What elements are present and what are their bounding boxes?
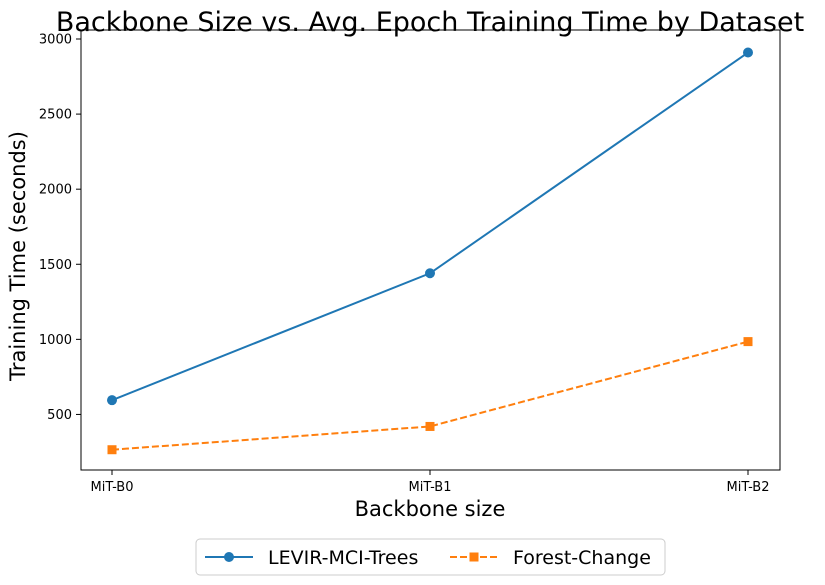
- y-tick-label: 500: [47, 408, 72, 423]
- chart-title: Backbone Size vs. Avg. Epoch Training Ti…: [56, 7, 804, 38]
- y-tick-label: 2500: [39, 108, 72, 123]
- legend-marker: [224, 552, 234, 562]
- y-tick-label: 1500: [39, 258, 72, 273]
- legend: LEVIR-MCI-Trees Forest-Change: [195, 538, 666, 576]
- legend-frame: [195, 538, 666, 576]
- legend-items: LEVIR-MCI-Trees Forest-Change: [205, 547, 651, 569]
- series-line-0: [111, 51, 749, 402]
- legend-label: LEVIR-MCI-Trees: [268, 547, 418, 569]
- x-tick-label: MiT-B2: [727, 480, 770, 495]
- x-axis-ticks: MiT-B0 MiT-B1 MiT-B2: [91, 470, 770, 495]
- series-line-1: [111, 340, 749, 451]
- data-point-marker: [425, 421, 435, 431]
- y-axis-ticks: 500 1000 1500 2000 2500 3000: [39, 33, 81, 423]
- legend-marker: [469, 552, 479, 562]
- series-layer: [107, 47, 753, 455]
- y-tick-label: 3000: [39, 33, 72, 48]
- y-tick-label: 1000: [39, 333, 72, 348]
- data-point-marker: [743, 337, 753, 347]
- y-axis-title: Training Time (seconds): [6, 131, 30, 382]
- plot-area-frame: [80, 29, 781, 471]
- y-tick-label: 2000: [39, 183, 72, 198]
- data-point-marker: [743, 47, 753, 58]
- x-tick-label: MiT-B1: [409, 480, 452, 495]
- x-axis-title: Backbone size: [355, 497, 506, 521]
- data-point-marker: [107, 395, 117, 406]
- data-point-marker: [425, 268, 435, 279]
- x-tick-label: MiT-B0: [91, 480, 134, 495]
- data-point-marker: [107, 445, 117, 455]
- legend-label: Forest-Change: [513, 547, 651, 569]
